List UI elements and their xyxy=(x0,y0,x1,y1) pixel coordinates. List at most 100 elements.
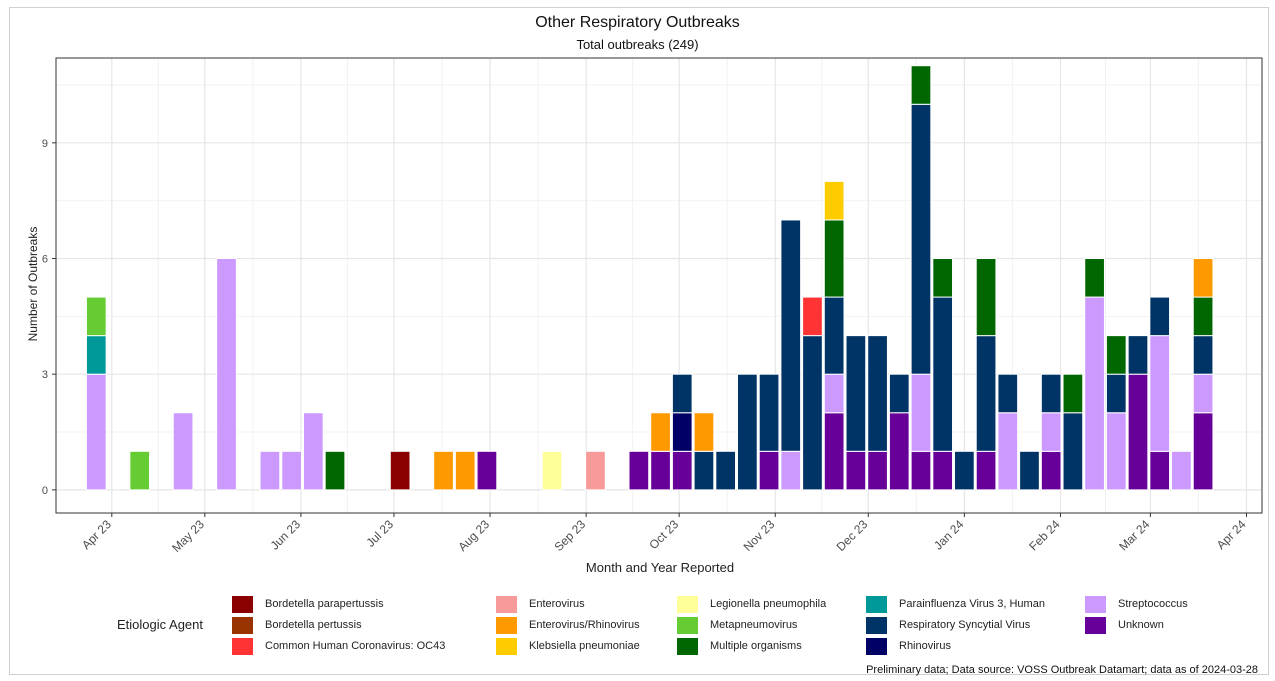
x-tick-label: Jul 23 xyxy=(364,517,397,550)
bar-segment xyxy=(1040,450,1062,491)
legend-label: Parainfluenza Virus 3, Human xyxy=(899,598,1045,610)
legend-swatch xyxy=(866,637,887,655)
x-tick-label: Oct 23 xyxy=(646,517,681,552)
bar-segment xyxy=(845,450,867,491)
bar-segment xyxy=(85,373,107,491)
legend-item: Parainfluenza Virus 3, Human xyxy=(866,595,1045,613)
bar-segment xyxy=(823,219,845,298)
bar-segment xyxy=(172,412,194,491)
y-tick-label: 9 xyxy=(42,138,48,150)
legend-item: Rhinovirus xyxy=(866,637,951,655)
bar-segment xyxy=(671,450,693,491)
x-tick-label: Feb 24 xyxy=(1026,517,1063,554)
bar-segment xyxy=(1149,335,1171,452)
legend-swatch xyxy=(866,616,887,634)
bar-segment xyxy=(1084,258,1105,298)
y-tick-label: 0 xyxy=(42,485,48,497)
x-tick-label: Dec 23 xyxy=(834,517,871,554)
x-axis-title: Month and Year Reported xyxy=(585,560,735,575)
legend-label: Enterovirus xyxy=(529,598,585,610)
legend-item: Multiple organisms xyxy=(677,637,802,655)
legend-swatch xyxy=(232,616,253,634)
legend-label: Streptococcus xyxy=(1118,598,1188,610)
legend-swatch xyxy=(232,637,253,655)
bar-segment xyxy=(1149,296,1171,337)
bar-segment xyxy=(129,450,151,491)
bar-segment xyxy=(867,450,888,491)
legend-item: Streptococcus xyxy=(1085,595,1188,613)
bar-segment xyxy=(1062,412,1084,491)
bar-segment xyxy=(888,412,910,491)
bar-segment xyxy=(954,450,975,491)
legend-item: Bordetella pertussis xyxy=(232,616,362,634)
x-tick-label: Jan 24 xyxy=(931,517,967,553)
legend-label: Multiple organisms xyxy=(710,640,802,652)
bar-segment xyxy=(932,258,954,298)
bar-segment xyxy=(85,296,107,337)
plot-border xyxy=(55,57,1263,514)
y-axis-title: Number of Outbreaks xyxy=(26,226,40,342)
chart-title: Other Respiratory Outbreaks xyxy=(535,14,740,31)
bar-segment xyxy=(433,450,454,491)
x-tick-label: Apr 23 xyxy=(79,517,114,552)
chart-subtitle: Total outbreaks (249) xyxy=(576,37,699,52)
bar-segment xyxy=(823,373,845,414)
bar-segment xyxy=(693,450,715,491)
bar-segment xyxy=(780,450,802,491)
bar-segment xyxy=(888,373,910,414)
bar-segment xyxy=(1105,335,1127,375)
bar-segment xyxy=(85,335,107,375)
x-tick-label: Apr 24 xyxy=(1214,517,1249,552)
bar-segment xyxy=(671,412,693,452)
bar-segment xyxy=(823,180,845,221)
bar-segment xyxy=(910,450,932,491)
bar-segment xyxy=(650,412,671,452)
bar-segment xyxy=(1127,373,1149,491)
bar-segment xyxy=(802,296,823,337)
bar-segment xyxy=(1127,335,1149,375)
bar-segment xyxy=(758,450,780,491)
bar-segment xyxy=(823,412,845,491)
x-tick-label: Nov 23 xyxy=(741,517,778,554)
bar-segment xyxy=(737,373,758,491)
legend-label: Unknown xyxy=(1118,619,1164,631)
bar-segment xyxy=(628,450,650,491)
legend-swatch xyxy=(496,637,517,655)
bar-segment xyxy=(910,103,932,375)
bar-segment xyxy=(780,219,802,452)
bar-segment xyxy=(910,65,932,105)
bar-segment xyxy=(1192,296,1214,337)
legend-swatch xyxy=(496,595,517,613)
bar-segment xyxy=(910,373,932,452)
bar-segment xyxy=(1149,450,1171,491)
chart-frame xyxy=(9,7,1269,675)
x-tick-label: May 23 xyxy=(169,517,207,555)
legend-label: Klebsiella pneumoniae xyxy=(529,640,640,652)
bar-segment xyxy=(823,296,845,375)
legend-label: Metapneumovirus xyxy=(710,619,798,631)
legend-label: Rhinovirus xyxy=(899,640,951,652)
bar-segment xyxy=(997,373,1019,414)
bar-segment xyxy=(1192,373,1214,414)
x-tick-label: Jun 23 xyxy=(268,517,304,553)
bar-segment xyxy=(758,373,780,452)
bar-segment xyxy=(1192,258,1214,298)
bar-segment xyxy=(671,373,693,414)
legend-item: Respiratory Syncytial Virus xyxy=(866,616,1030,634)
bar-segment xyxy=(1105,412,1127,491)
bar-segment xyxy=(867,335,888,452)
legend-label: Common Human Coronavirus: OC43 xyxy=(265,640,446,652)
legend-title: Etiologic Agent xyxy=(117,617,204,632)
bar-segment xyxy=(302,412,324,491)
bar-segment xyxy=(693,412,715,452)
bar-segment xyxy=(454,450,476,491)
bar-segment xyxy=(1192,412,1214,491)
legend-swatch xyxy=(1085,595,1106,613)
legend-swatch xyxy=(232,595,253,613)
bar-segment xyxy=(997,412,1019,491)
bar-segment xyxy=(715,450,736,491)
chart-plot: 0 3 6 9 Apr 23 May 23 Jun 23 Jul 23 Aug 23 Sep 23… xyxy=(42,57,1263,555)
x-tick-label: Sep 23 xyxy=(551,517,588,554)
bar-segment xyxy=(1040,373,1062,414)
bar-segment xyxy=(1084,296,1105,491)
